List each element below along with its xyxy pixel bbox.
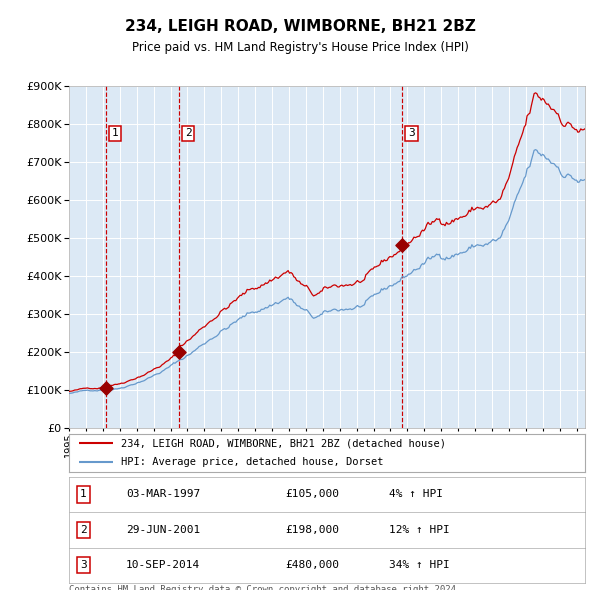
Text: 3: 3 <box>408 129 415 139</box>
Text: 10-SEP-2014: 10-SEP-2014 <box>126 560 200 570</box>
Text: 234, LEIGH ROAD, WIMBORNE, BH21 2BZ: 234, LEIGH ROAD, WIMBORNE, BH21 2BZ <box>125 19 475 34</box>
Text: 2: 2 <box>185 129 191 139</box>
Text: 234, LEIGH ROAD, WIMBORNE, BH21 2BZ (detached house): 234, LEIGH ROAD, WIMBORNE, BH21 2BZ (det… <box>121 438 446 448</box>
Text: Contains HM Land Registry data © Crown copyright and database right 2024.
This d: Contains HM Land Registry data © Crown c… <box>69 585 461 590</box>
Text: HPI: Average price, detached house, Dorset: HPI: Average price, detached house, Dors… <box>121 457 383 467</box>
Text: £480,000: £480,000 <box>286 560 340 570</box>
Text: 03-MAR-1997: 03-MAR-1997 <box>126 490 200 499</box>
Point <box>397 241 407 250</box>
Point <box>174 348 184 357</box>
Point <box>101 383 110 392</box>
Text: £105,000: £105,000 <box>286 490 340 499</box>
Text: £198,000: £198,000 <box>286 525 340 535</box>
Text: 1: 1 <box>80 490 87 499</box>
Text: 12% ↑ HPI: 12% ↑ HPI <box>389 525 449 535</box>
Text: 3: 3 <box>80 560 87 570</box>
Text: 2: 2 <box>80 525 87 535</box>
Text: 29-JUN-2001: 29-JUN-2001 <box>126 525 200 535</box>
Text: 34% ↑ HPI: 34% ↑ HPI <box>389 560 449 570</box>
Text: 4% ↑ HPI: 4% ↑ HPI <box>389 490 443 499</box>
Text: 1: 1 <box>112 129 118 139</box>
Text: Price paid vs. HM Land Registry's House Price Index (HPI): Price paid vs. HM Land Registry's House … <box>131 41 469 54</box>
